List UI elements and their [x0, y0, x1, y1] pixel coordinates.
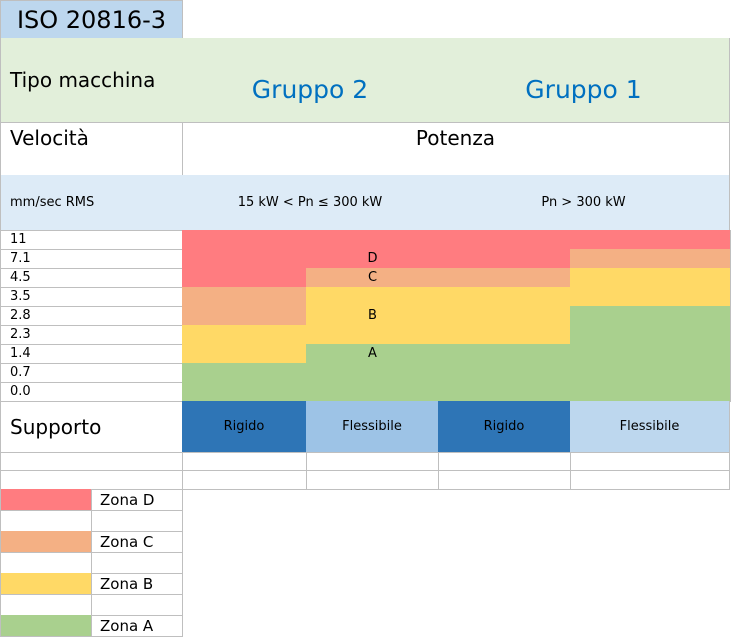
zone-cell-d: D — [306, 249, 440, 269]
support-flexible-group-1: Flessibile — [570, 401, 730, 453]
zone-cell-a — [570, 325, 731, 345]
zone-cell-c — [182, 306, 308, 326]
zone-cell-c — [182, 287, 308, 307]
zone-cell-b — [182, 344, 308, 364]
zone-cell-b — [438, 306, 572, 326]
empty-cell — [438, 452, 571, 471]
zone-cell-a — [438, 344, 572, 364]
power-label: Potenza — [182, 122, 730, 176]
standard-title: ISO 20816-3 — [0, 0, 183, 39]
speed-label: Velocità — [0, 122, 183, 176]
empty-cell — [570, 452, 730, 471]
zone-cell-b — [306, 325, 440, 345]
support-rigid-group-2: Rigido — [182, 401, 307, 453]
empty-cell — [91, 510, 183, 532]
zone-cell-a — [306, 382, 440, 402]
legend-swatch-b — [0, 573, 92, 595]
power-range-group-2: 15 kW < Pn ≤ 300 kW — [182, 175, 439, 231]
zone-cell-b — [570, 268, 731, 288]
velocity-value: 2.8 — [0, 306, 183, 326]
empty-cell — [0, 552, 92, 574]
legend-label: Zona D — [91, 489, 183, 511]
legend-swatch-a — [0, 615, 92, 637]
legend-label: Zona A — [91, 615, 183, 637]
empty-cell — [91, 594, 183, 616]
legend-swatch-c — [0, 531, 92, 553]
empty-cell — [0, 510, 92, 532]
power-range-group-1: Pn > 300 kW — [438, 175, 730, 231]
legend-label: Zona B — [91, 573, 183, 595]
zone-cell-a — [182, 382, 308, 402]
empty-cell — [0, 470, 183, 490]
zone-cell-b — [438, 287, 572, 307]
velocity-value: 7.1 — [0, 249, 183, 269]
zone-cell-c — [438, 268, 572, 288]
velocity-value: 11 — [0, 230, 183, 250]
empty-cell — [306, 470, 439, 490]
zone-cell-d — [438, 230, 572, 250]
zone-cell-a: A — [306, 344, 440, 364]
legend-label: Zona C — [91, 531, 183, 553]
empty-cell — [182, 452, 307, 471]
velocity-value: 0.7 — [0, 363, 183, 383]
zone-cell-a — [438, 382, 572, 402]
velocity-value: 4.5 — [0, 268, 183, 288]
zone-cell-a — [182, 363, 308, 383]
zone-cell-a — [570, 306, 731, 326]
zone-cell-a — [570, 382, 731, 402]
zone-cell-d — [182, 249, 308, 269]
unit-label: mm/sec RMS — [0, 175, 183, 231]
zone-cell-d — [438, 249, 572, 269]
legend-divider — [182, 489, 183, 637]
support-label: Supporto — [0, 401, 183, 453]
empty-cell — [0, 452, 183, 471]
empty-cell — [306, 452, 439, 471]
empty-cell — [182, 470, 307, 490]
zone-cell-a — [306, 363, 440, 383]
zone-cell-b — [182, 325, 308, 345]
zone-cell-c: C — [306, 268, 440, 288]
zone-cell-d — [182, 230, 308, 250]
zone-cell-a — [570, 344, 731, 364]
zone-cell-b: B — [306, 306, 440, 326]
empty-cell — [91, 552, 183, 574]
zone-cell-d — [306, 230, 440, 250]
velocity-value: 2.3 — [0, 325, 183, 345]
support-flexible-group-2: Flessibile — [306, 401, 439, 453]
group-1-header: Gruppo 1 — [438, 38, 730, 123]
empty-cell — [438, 470, 571, 490]
support-rigid-group-1: Rigido — [438, 401, 571, 453]
velocity-value: 3.5 — [0, 287, 183, 307]
velocity-value: 0.0 — [0, 382, 183, 402]
zone-cell-a — [438, 363, 572, 383]
machine-type-label: Tipo macchina — [0, 38, 183, 123]
zone-cell-c — [570, 249, 731, 269]
group-2-header: Gruppo 2 — [182, 38, 439, 123]
zone-cell-b — [306, 287, 440, 307]
zone-cell-d — [570, 230, 731, 250]
legend-swatch-d — [0, 489, 92, 511]
zone-cell-b — [570, 287, 731, 307]
zone-cell-a — [570, 363, 731, 383]
empty-cell — [570, 470, 730, 490]
velocity-value: 1.4 — [0, 344, 183, 364]
zone-cell-d — [182, 268, 308, 288]
empty-cell — [0, 594, 92, 616]
zone-cell-b — [438, 325, 572, 345]
